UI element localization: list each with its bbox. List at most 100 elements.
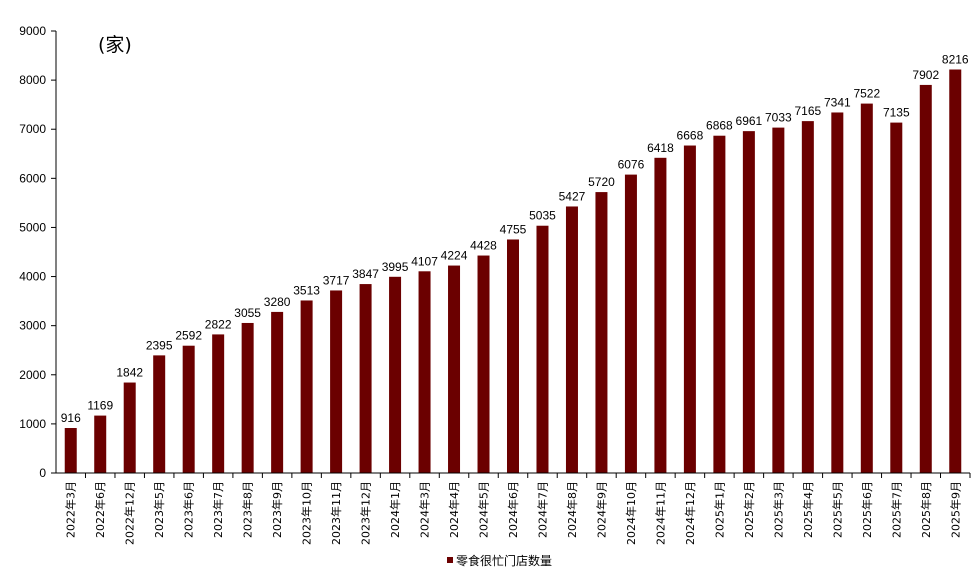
- x-tick-label: 2024年9月: [594, 481, 608, 538]
- x-tick-label: 2024年11月: [653, 481, 667, 545]
- x-tick-label: 2024年8月: [565, 481, 579, 538]
- bars: [64, 69, 962, 474]
- y-tick-label: 9000: [19, 24, 46, 38]
- bar: [860, 103, 873, 474]
- legend-label: 零食很忙门店数量: [456, 553, 552, 568]
- x-tick-label: 2025年1月: [712, 481, 726, 538]
- y-tick-label: 4000: [19, 270, 46, 284]
- x-tick-label: 2022年3月: [64, 481, 78, 538]
- bar: [271, 311, 284, 473]
- data-label: 6868: [706, 119, 733, 133]
- y-tick-label: 2000: [19, 368, 46, 382]
- bar: [241, 322, 254, 473]
- bar: [64, 428, 77, 473]
- data-label: 3847: [352, 267, 379, 281]
- data-label: 3995: [382, 260, 409, 274]
- data-label: 7135: [883, 106, 910, 120]
- x-tick-label: 2025年4月: [801, 481, 815, 538]
- bar: [831, 112, 844, 473]
- bar: [507, 239, 519, 473]
- data-label: 7522: [853, 87, 880, 101]
- x-tick-label: 2024年1月: [388, 481, 402, 538]
- x-tick-label: 2023年5月: [152, 481, 166, 538]
- bar: [300, 300, 313, 473]
- x-tick-label: 2024年5月: [477, 481, 491, 538]
- data-label: 5720: [588, 175, 615, 189]
- bar: [772, 127, 785, 473]
- x-tick-label: 2025年3月: [771, 481, 785, 538]
- y-unit-label: (家): [98, 34, 132, 56]
- bar: [890, 122, 903, 473]
- data-label: 3280: [264, 295, 291, 309]
- bar: [123, 382, 136, 473]
- data-label: 4428: [470, 239, 497, 253]
- data-label: 2592: [175, 329, 202, 343]
- bar: [153, 355, 166, 473]
- bar: [330, 290, 343, 473]
- legend-swatch: [447, 557, 453, 563]
- x-tick-label: 2024年4月: [447, 481, 461, 538]
- data-label: 4107: [411, 254, 438, 268]
- data-label: 2395: [146, 338, 173, 352]
- data-label: 4755: [500, 222, 527, 236]
- bar: [477, 255, 490, 473]
- data-label: 1169: [87, 399, 113, 413]
- data-label: 3513: [293, 283, 320, 297]
- bar: [683, 145, 696, 474]
- bar: [565, 206, 578, 473]
- x-tick-label: 2023年7月: [211, 481, 225, 538]
- x-tick-label: 2023年10月: [300, 481, 314, 545]
- bar: [359, 284, 372, 473]
- data-label: 7902: [912, 68, 939, 82]
- bar: [595, 192, 608, 473]
- y-tick-label: 3000: [19, 319, 46, 333]
- x-tick-label: 2022年6月: [93, 481, 107, 538]
- x-tick-label: 2024年10月: [624, 481, 638, 545]
- x-tick-label: 2024年3月: [418, 481, 432, 538]
- legend: 零食很忙门店数量: [447, 553, 552, 568]
- x-tick-label: 2025年5月: [830, 481, 844, 538]
- bar: [182, 345, 195, 473]
- bar: [389, 276, 402, 473]
- data-label: 916: [61, 411, 81, 425]
- data-label: 7341: [824, 95, 851, 109]
- x-tick-label: 2024年12月: [683, 481, 697, 545]
- y-axis: 0 1000 2000 3000 4000 5000 6000 7000 8000 9000: [19, 24, 57, 480]
- x-tick-label: 2025年8月: [919, 481, 933, 538]
- bar: [949, 69, 962, 473]
- data-label: 1842: [116, 366, 143, 380]
- bar: [713, 135, 726, 473]
- data-label: 5427: [559, 189, 586, 203]
- data-label: 5035: [529, 209, 556, 223]
- x-tick-label: 2025年7月: [889, 481, 903, 538]
- data-label: 6076: [618, 158, 645, 172]
- x-axis: 2022年3月 2022年6月 2022年12月 2023年5月 2023年6月 2023…: [56, 472, 971, 545]
- bar: [624, 174, 637, 473]
- bar: [448, 265, 461, 473]
- x-tick-label: 2024年6月: [506, 481, 520, 538]
- x-tick-label: 2023年6月: [182, 481, 196, 538]
- x-tick-label: 2023年8月: [241, 481, 255, 538]
- data-label: 4224: [441, 249, 468, 263]
- x-tick-label: 2025年9月: [948, 481, 962, 538]
- data-label: 6961: [736, 114, 763, 128]
- x-tick-label: 2022年12月: [123, 481, 137, 545]
- x-tick-label: 2023年12月: [359, 481, 373, 545]
- x-tick-label: 2025年6月: [860, 481, 874, 538]
- data-label: 3055: [234, 306, 261, 320]
- bar: [919, 84, 932, 473]
- bar: [536, 225, 549, 473]
- data-label: 8216: [942, 53, 969, 67]
- x-tick-label: 2023年9月: [270, 481, 284, 538]
- data-label: 6668: [677, 129, 704, 143]
- bar: [94, 415, 107, 473]
- y-tick-label: 6000: [19, 171, 46, 185]
- data-label: 2822: [205, 317, 232, 331]
- y-tick-label: 8000: [19, 73, 46, 87]
- bar: [212, 334, 225, 473]
- y-tick-label: 1000: [19, 417, 46, 431]
- bar: [801, 121, 814, 473]
- x-tick-label: 2023年11月: [329, 481, 343, 545]
